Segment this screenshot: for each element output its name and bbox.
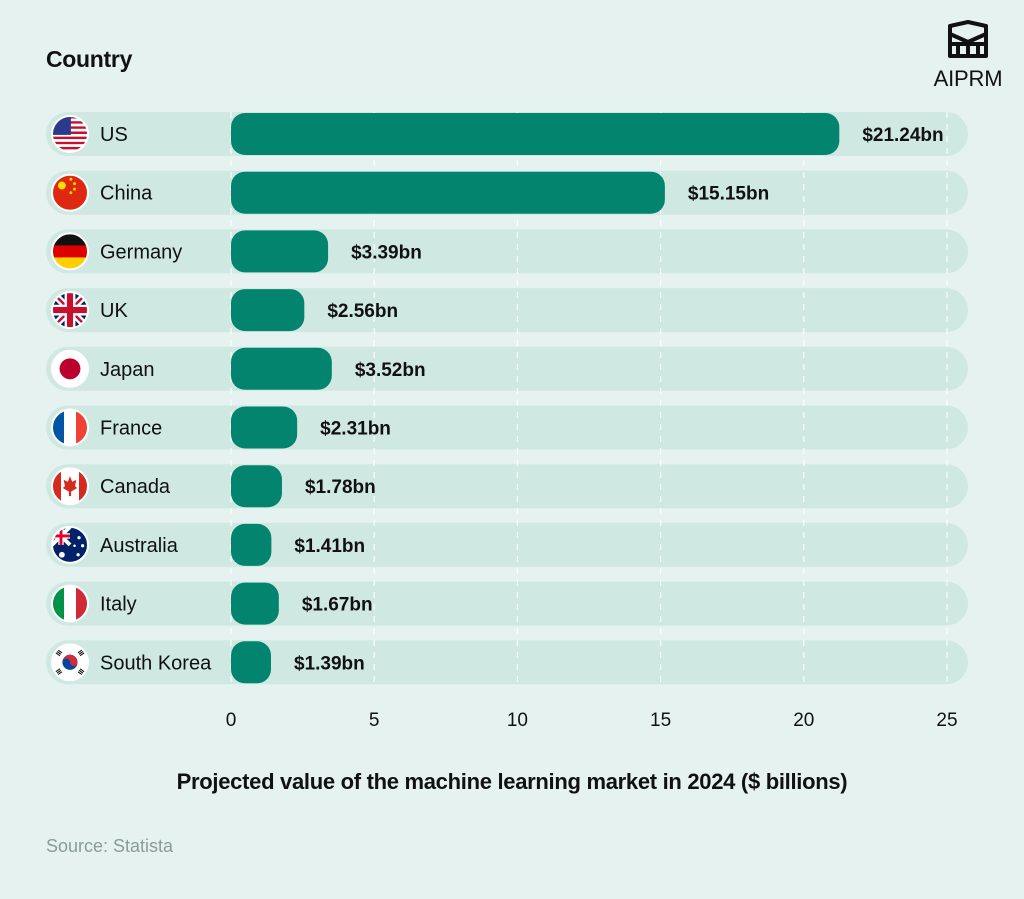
bar-us [231, 113, 840, 155]
category-label-australia: Australia [100, 535, 179, 557]
row-track-italy [46, 581, 968, 626]
x-tick-label: 15 [650, 710, 671, 731]
bar-japan [231, 347, 332, 390]
value-label-germany: $3.39bn [351, 242, 422, 263]
canada-flag-icon [52, 468, 88, 505]
china-flag-icon [52, 174, 88, 211]
us-flag-icon [52, 116, 88, 152]
australia-flag-icon [52, 526, 88, 563]
category-label-uk: UK [100, 300, 128, 322]
row-track-uk [46, 288, 968, 333]
x-tick-label: 5 [369, 710, 380, 731]
bar-italy [231, 582, 279, 625]
category-label-germany: Germany [100, 241, 182, 263]
category-label-italy: Italy [100, 594, 137, 616]
value-label-japan: $3.52bn [355, 360, 426, 381]
aiprm-logo-icon [948, 20, 988, 58]
value-label-canada: $1.78bn [305, 477, 376, 498]
row-track-canada [46, 464, 968, 509]
row-track-australia [46, 522, 968, 567]
category-label-france: France [100, 418, 162, 440]
value-label-south-korea: $1.39bn [294, 653, 365, 674]
bar-germany [231, 230, 329, 273]
x-tick-label: 0 [226, 710, 237, 731]
category-label-japan: Japan [100, 359, 155, 381]
brand-name: AIPRM [933, 66, 1003, 91]
bar-chart: US China Germany UK Japan France Canada Austral… [46, 112, 968, 731]
y-axis-title: Country [46, 46, 133, 72]
x-tick-label: 10 [507, 710, 528, 731]
value-label-us: $21.24bn [862, 125, 943, 146]
bar-china [231, 171, 665, 214]
bar-canada [231, 465, 282, 508]
source-note: Source: Statista [46, 836, 174, 856]
x-tick-label: 20 [793, 710, 814, 731]
row-track-germany [46, 229, 968, 274]
x-axis-title: Projected value of the machine learning … [176, 769, 848, 794]
x-tick-label: 25 [936, 710, 957, 731]
row-track-france [46, 405, 968, 450]
row-track-japan [46, 346, 968, 391]
row-track-south-korea [46, 640, 968, 685]
uk-flag-icon [52, 292, 88, 329]
bar-uk [231, 289, 305, 332]
bar-france [231, 406, 298, 449]
value-label-china: $15.15bn [688, 184, 769, 205]
brand-logo: AIPRM [928, 20, 1008, 92]
value-label-italy: $1.67bn [302, 595, 373, 616]
category-label-china: China [100, 183, 153, 205]
japan-flag-icon [52, 350, 88, 387]
value-label-uk: $2.56bn [327, 301, 398, 322]
category-label-south-korea: South Korea [100, 652, 212, 674]
category-label-us: US [100, 124, 128, 146]
value-label-australia: $1.41bn [294, 536, 365, 557]
bar-australia [231, 523, 272, 566]
bar-south-korea [231, 641, 271, 684]
category-label-canada: Canada [100, 476, 171, 498]
south-korea-flag-icon [52, 644, 88, 681]
value-label-france: $2.31bn [320, 419, 391, 440]
